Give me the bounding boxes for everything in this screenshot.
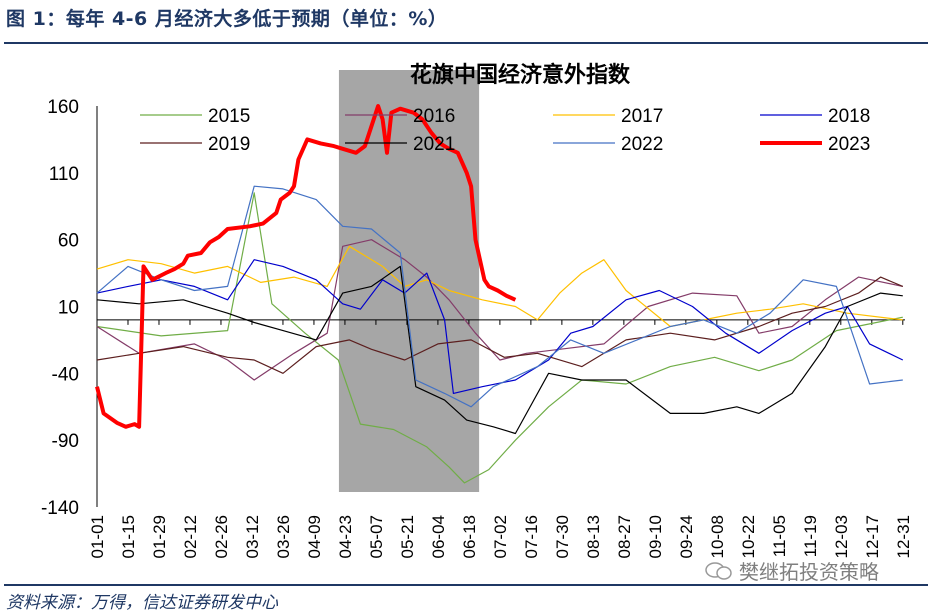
x-tick-label: 01-15 [119,515,138,558]
x-tick-label: 07-02 [491,515,510,558]
legend-label-2018: 2018 [828,106,870,127]
series-line-2022 [96,185,903,408]
x-tick-label: 01-29 [150,515,169,558]
x-tick-label: 08-13 [584,515,603,558]
x-tick-label: 06-18 [460,515,479,558]
x-tick-label: 02-12 [181,515,200,558]
x-tick-label: 09-10 [646,515,665,558]
series-line-2016 [96,239,903,381]
y-tick-label: 60 [58,231,79,252]
x-tick-label: 12-17 [863,515,882,558]
x-tick-label: 09-24 [677,515,696,558]
legend-label-2016: 2016 [413,106,455,127]
x-tick-label: 05-21 [398,515,417,558]
bottom-rule [4,584,928,586]
y-tick-label: -90 [52,431,79,452]
x-tick-label: 03-26 [274,515,293,558]
x-tick-label: 10-22 [739,515,758,558]
x-tick-label: 11-19 [801,515,820,557]
legend-label-2021: 2021 [413,134,455,155]
x-tick-label: 05-07 [367,515,386,558]
series-line-2023 [95,104,517,429]
legend-label-2017: 2017 [621,106,663,127]
legend-label-2023: 2023 [828,134,870,155]
figure-title: 图 1：每年 4-6 月经济大多低于预期（单位：%） [6,8,448,30]
y-tick-label: 10 [58,298,79,319]
chart-canvas: 160 110 60 10 -40 -90 -140 01-01 01-15 01-29 02-12… [41,62,913,558]
x-tick-label: 02-26 [212,515,231,558]
y-tick-label: -140 [41,498,79,519]
series-line-2019 [96,276,904,374]
x-tick-label: 07-30 [553,515,572,558]
x-tick-label: 04-23 [336,515,355,558]
highlight-band [338,70,480,492]
x-tick-label: 03-12 [243,515,262,558]
x-tick-label: 04-09 [305,515,324,558]
series-line-2015 [96,192,903,484]
x-tick-label: 06-04 [429,515,448,558]
watermark-text: 樊继拓投资策略 [739,560,879,584]
x-tick-label: 11-05 [770,515,789,557]
wechat-icon [705,561,732,580]
x-tick-label: 12-03 [832,515,851,558]
legend-label-2019: 2019 [208,134,250,155]
x-tick-label: 07-16 [522,515,541,558]
top-rule [4,42,928,44]
series-line-2017 [96,245,903,328]
y-tick-label: 110 [49,164,79,185]
series-line-2021 [96,265,903,435]
x-tick-label: 12-31 [894,515,913,558]
x-tick-label: 08-27 [615,515,634,558]
legend-label-2022: 2022 [621,134,663,155]
watermark: 樊继拓投资策略 [705,556,879,585]
y-tick-label: -40 [52,364,79,385]
x-tick-label: 10-08 [708,515,727,558]
chart-title: 花旗中国经济意外指数 [410,62,631,88]
series-line-2018 [96,259,904,394]
y-tick-label: 160 [47,97,79,118]
source-note: 资料来源：万得，信达证券研发中心 [6,593,278,613]
legend-label-2015: 2015 [208,106,250,127]
x-tick-label: 01-01 [88,515,107,558]
